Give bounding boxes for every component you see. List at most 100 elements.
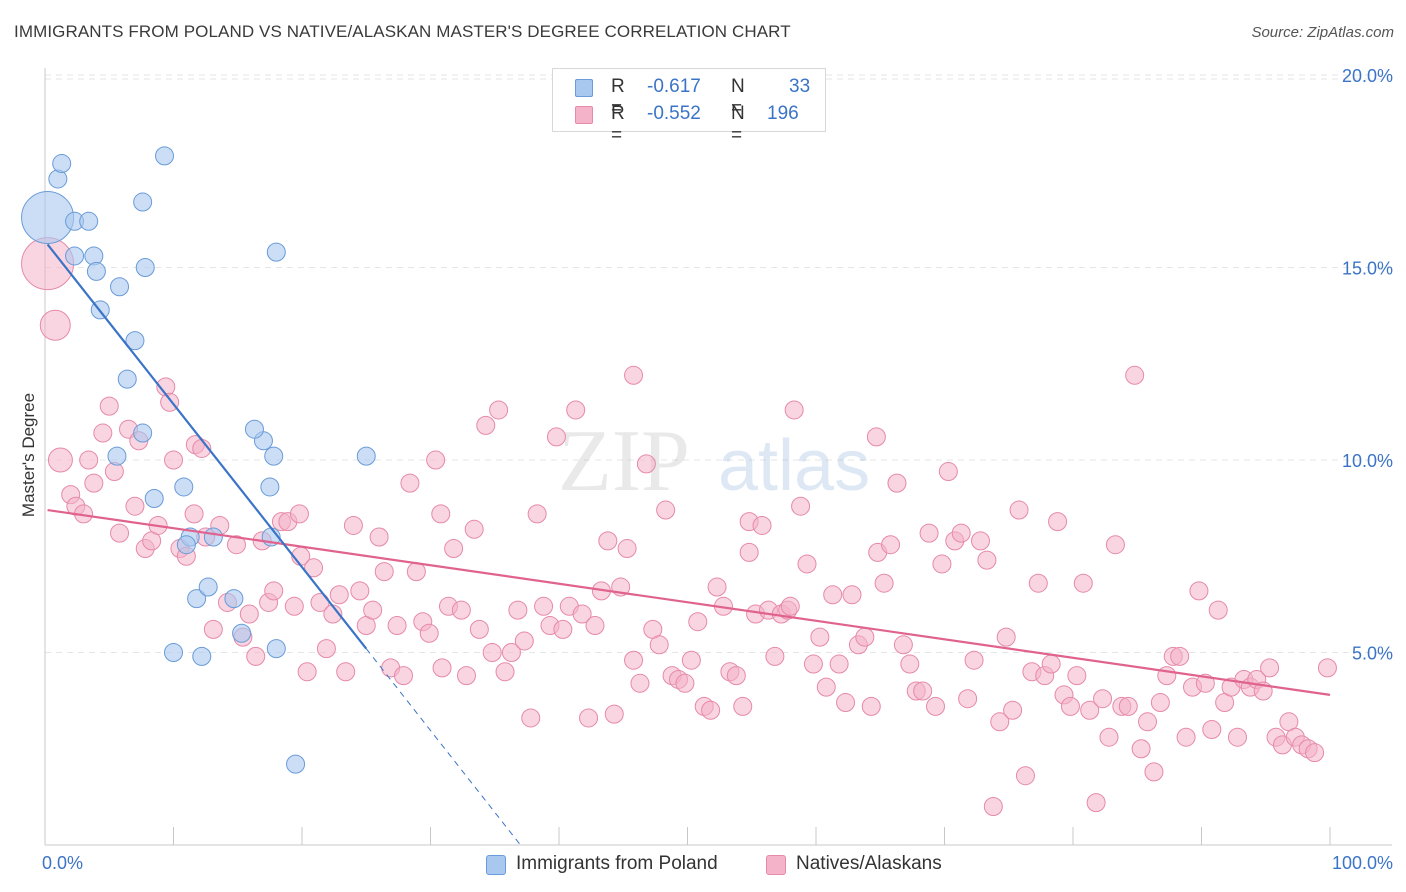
data-point-natives-alaskans: [1009, 500, 1029, 520]
data-point-natives-alaskans: [444, 539, 464, 559]
data-point-natives-alaskans: [765, 646, 785, 666]
data-point-natives-alaskans: [970, 531, 990, 551]
data-point-natives-alaskans: [39, 309, 71, 341]
data-point-immigrants-poland: [203, 527, 223, 547]
data-point-natives-alaskans: [803, 654, 823, 674]
data-point-natives-alaskans: [184, 504, 204, 524]
data-point-natives-alaskans: [482, 643, 502, 662]
data-point-immigrants-poland: [21, 190, 75, 244]
bottom-legend-swatch-blue: [486, 855, 506, 875]
source-label: Source: ZipAtlas.com: [1251, 24, 1394, 41]
data-point-natives-alaskans: [1227, 727, 1247, 747]
y-axis-label: Master's Degree: [19, 393, 38, 517]
data-point-natives-alaskans: [501, 643, 521, 662]
data-point-natives-alaskans: [836, 693, 856, 713]
data-point-natives-alaskans: [553, 619, 573, 639]
data-point-natives-alaskans: [1208, 600, 1228, 620]
natives-alaskans-points: [21, 237, 1337, 816]
data-point-natives-alaskans: [264, 581, 284, 601]
data-point-natives-alaskans: [431, 504, 451, 524]
data-point-natives-alaskans: [598, 531, 618, 551]
data-point-natives-alaskans: [983, 797, 1003, 816]
data-point-natives-alaskans: [110, 523, 130, 543]
data-point-natives-alaskans: [521, 708, 541, 728]
data-point-natives-alaskans: [406, 562, 426, 582]
data-point-natives-alaskans: [791, 496, 811, 516]
data-point-natives-alaskans: [900, 654, 920, 674]
x-tick-label: 0.0%: [42, 853, 83, 873]
data-point-natives-alaskans: [842, 585, 862, 605]
data-point-natives-alaskans: [752, 515, 772, 535]
data-point-immigrants-poland: [198, 577, 218, 597]
data-point-natives-alaskans: [656, 500, 676, 520]
chart-title: IMMIGRANTS FROM POLAND VS NATIVE/ALASKAN…: [14, 22, 791, 41]
data-point-natives-alaskans: [1028, 573, 1048, 593]
data-point-natives-alaskans: [1260, 658, 1280, 678]
legend-n-label: N =: [731, 103, 745, 146]
data-point-natives-alaskans: [630, 673, 650, 693]
data-point-natives-alaskans: [419, 623, 439, 643]
x-tick-label: 100.0%: [1332, 853, 1393, 873]
data-point-immigrants-poland: [192, 646, 212, 666]
data-point-natives-alaskans: [964, 650, 984, 670]
data-point-natives-alaskans: [1157, 666, 1177, 686]
data-point-immigrants-poland: [110, 277, 130, 297]
data-point-natives-alaskans: [617, 539, 637, 559]
data-point-natives-alaskans: [913, 681, 933, 701]
data-point-natives-alaskans: [203, 619, 223, 639]
legend-n-value: 196: [767, 103, 799, 124]
legend-r-value: -0.552: [647, 103, 701, 124]
data-point-immigrants-poland: [107, 446, 127, 466]
legend-swatch-blue: [575, 79, 593, 97]
data-point-natives-alaskans: [1086, 793, 1106, 813]
data-point-natives-alaskans: [636, 454, 656, 474]
y-tick-label: 5.0%: [1352, 644, 1393, 664]
data-point-natives-alaskans: [1189, 581, 1209, 601]
data-point-natives-alaskans: [624, 650, 644, 670]
data-point-natives-alaskans: [1150, 693, 1170, 713]
data-point-natives-alaskans: [681, 650, 701, 670]
data-point-natives-alaskans: [1067, 666, 1087, 686]
data-point-natives-alaskans: [1144, 762, 1164, 782]
data-point-natives-alaskans: [958, 689, 978, 709]
tick-labels: 5.0% 10.0% 15.0% 20.0% 0.0% 100.0%: [42, 66, 1393, 873]
bottom-legend-label-blue: Immigrants from Poland: [516, 853, 718, 874]
data-point-natives-alaskans: [336, 662, 356, 682]
legend-r-label: R =: [611, 76, 625, 119]
immigrants-poland-points: [21, 146, 376, 774]
data-point-natives-alaskans: [675, 673, 695, 693]
bottom-legend-swatch-pink: [766, 855, 786, 875]
data-point-immigrants-poland: [176, 535, 196, 555]
data-point-immigrants-poland: [356, 446, 376, 466]
data-point-immigrants-poland: [117, 369, 137, 389]
data-point-natives-alaskans: [297, 662, 317, 682]
data-point-natives-alaskans: [951, 523, 971, 543]
trend-lines: [46, 243, 1331, 846]
data-point-immigrants-poland: [264, 446, 284, 466]
y-tick-label: 10.0%: [1342, 451, 1393, 471]
data-point-natives-alaskans: [733, 696, 753, 716]
data-point-natives-alaskans: [489, 400, 509, 420]
data-point-natives-alaskans: [926, 696, 946, 716]
data-point-immigrants-poland: [155, 146, 175, 166]
data-point-natives-alaskans: [1118, 696, 1138, 716]
data-point-natives-alaskans: [400, 473, 420, 493]
legend-swatch-pink: [575, 106, 593, 124]
data-point-immigrants-poland: [125, 331, 145, 351]
data-point-immigrants-poland: [260, 477, 280, 497]
data-point-natives-alaskans: [1093, 689, 1113, 709]
data-point-natives-alaskans: [47, 447, 73, 473]
data-point-natives-alaskans: [93, 423, 113, 443]
data-point-natives-alaskans: [823, 585, 843, 605]
data-point-natives-alaskans: [1170, 646, 1190, 666]
data-point-natives-alaskans: [79, 450, 99, 470]
data-point-immigrants-poland: [224, 589, 244, 609]
data-point-natives-alaskans: [1131, 739, 1151, 759]
data-point-natives-alaskans: [514, 631, 534, 651]
data-point-natives-alaskans: [893, 635, 913, 655]
data-point-natives-alaskans: [451, 600, 471, 620]
watermark-atlas: atlas: [718, 426, 870, 506]
data-point-natives-alaskans: [387, 616, 407, 636]
data-point-immigrants-poland: [65, 246, 85, 266]
data-point-natives-alaskans: [739, 542, 759, 562]
